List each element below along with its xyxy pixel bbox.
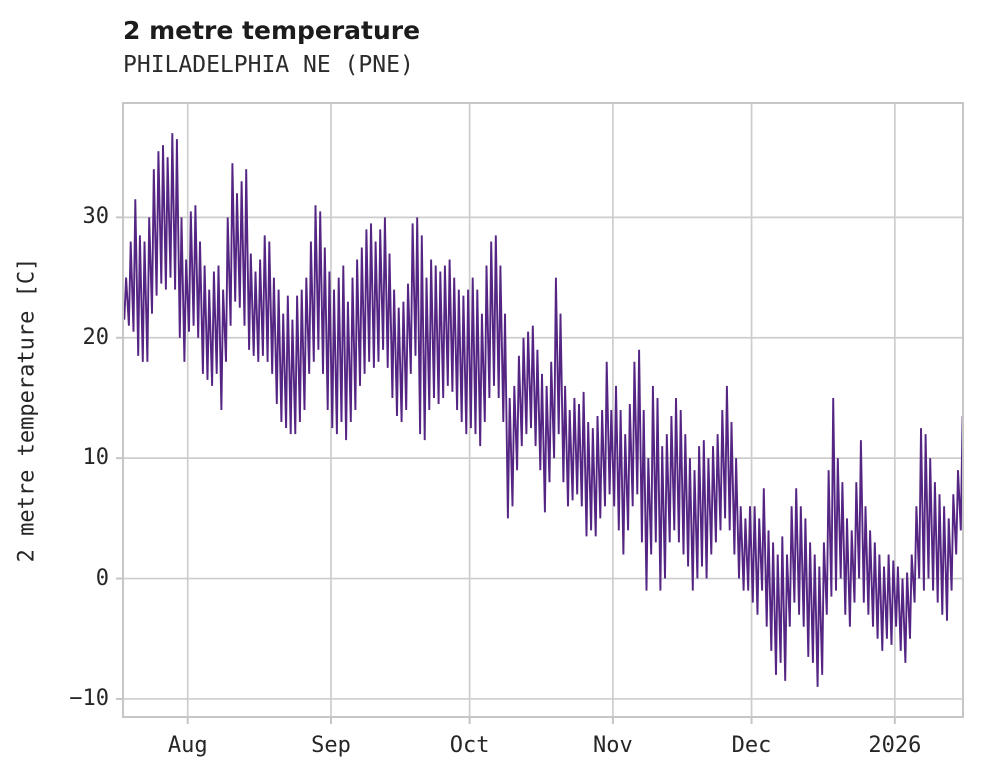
x-tick-label: Aug	[167, 733, 208, 758]
y-tick-label: 30	[82, 204, 110, 230]
temperature-line	[123, 133, 964, 687]
y-tick-label: 10	[82, 445, 110, 471]
x-tick-label: Dec	[731, 733, 772, 758]
chart-title: 2 metre temperature	[123, 16, 421, 45]
temperature-chart	[116, 102, 964, 724]
chart-subtitle: PHILADELPHIA NE (PNE)	[123, 52, 414, 78]
x-tick-label: Sep	[311, 733, 351, 758]
plot-frame	[122, 102, 964, 718]
plot-area	[116, 102, 964, 724]
y-axis-label: 2 metre temperature [C]	[14, 257, 40, 563]
x-tick-label: 2026	[868, 733, 922, 758]
y-tick-label: 0	[95, 565, 109, 591]
y-tick-label: 20	[82, 324, 110, 350]
x-tick-label: Oct	[449, 733, 490, 758]
y-tick-label: −10	[69, 685, 109, 711]
x-tick-label: Nov	[593, 733, 633, 758]
